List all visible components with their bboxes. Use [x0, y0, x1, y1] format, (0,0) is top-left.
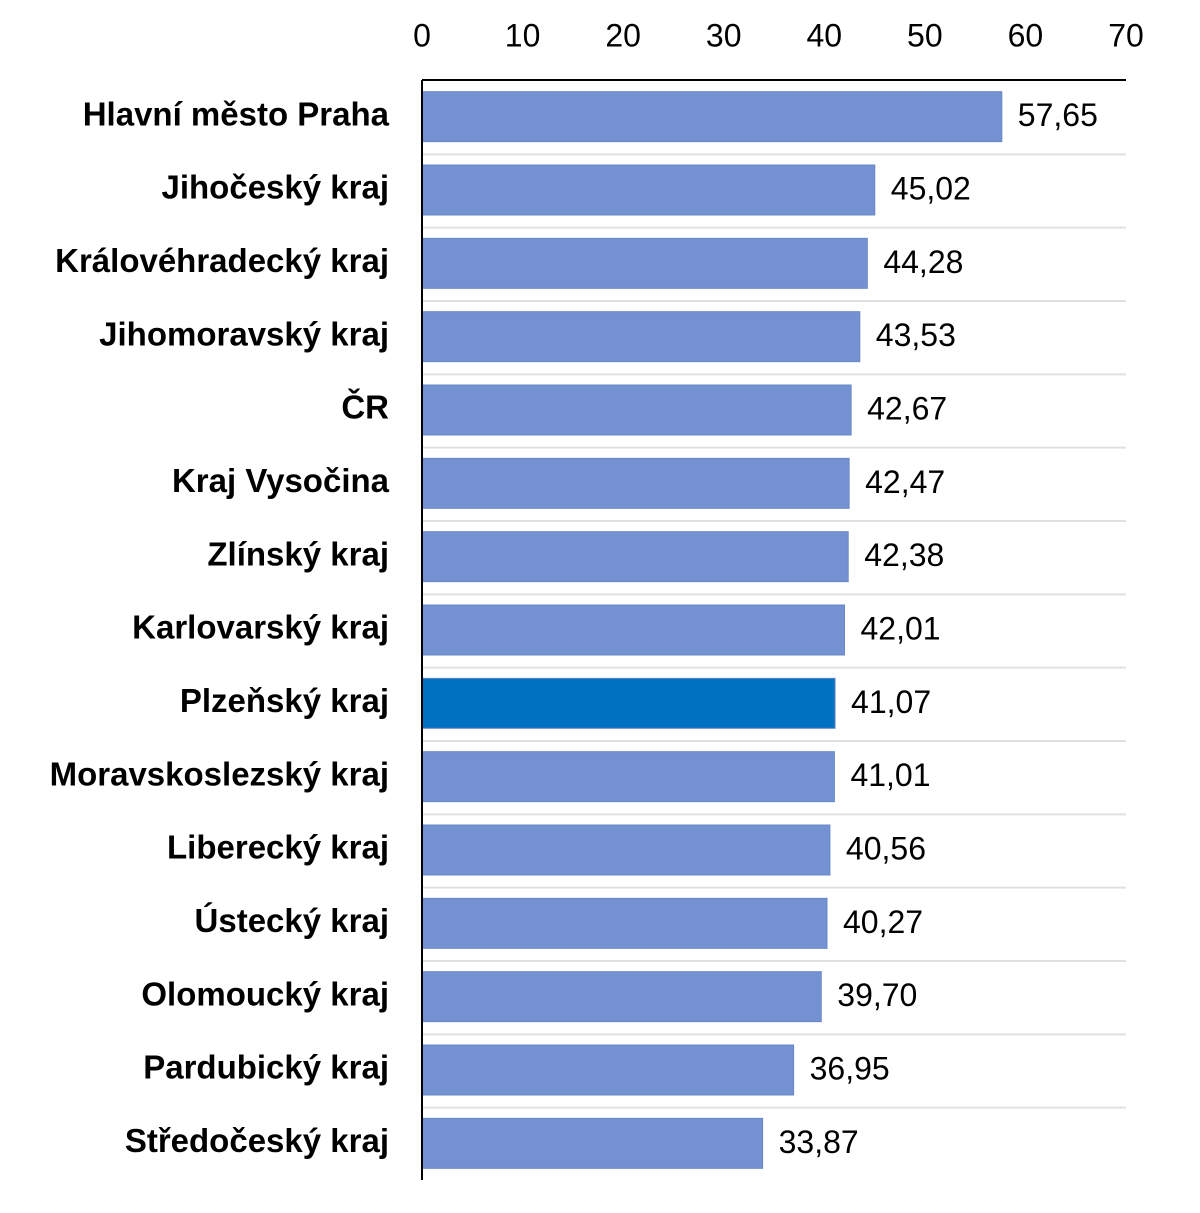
- bar: [421, 237, 868, 289]
- category-label: Hlavní město Praha: [83, 95, 390, 132]
- category-label: Liberecký kraj: [167, 829, 389, 866]
- value-label: 43,53: [876, 317, 956, 353]
- bar: [421, 824, 831, 876]
- bar: [421, 164, 876, 216]
- value-label: 45,02: [891, 170, 971, 206]
- bar: [421, 91, 1003, 143]
- value-label: 42,47: [865, 464, 945, 500]
- value-label: 42,38: [864, 537, 944, 573]
- category-label: Královéhradecký kraj: [55, 242, 389, 279]
- value-label: 40,27: [843, 904, 923, 940]
- value-label: 42,01: [861, 610, 941, 646]
- category-label: Olomoucký kraj: [141, 975, 389, 1012]
- value-label: 57,65: [1018, 97, 1098, 133]
- category-label: Středočeský kraj: [125, 1122, 389, 1159]
- category-label: Karlovarský kraj: [132, 609, 389, 646]
- x-tick-label: 30: [706, 17, 742, 53]
- category-label: Jihočeský kraj: [162, 169, 390, 206]
- bar: [421, 457, 850, 509]
- category-label: Jihomoravský kraj: [99, 315, 389, 352]
- value-label: 42,67: [867, 390, 947, 426]
- category-label: Pardubický kraj: [143, 1049, 389, 1086]
- x-tick-label: 40: [806, 17, 842, 53]
- bar: [421, 1117, 764, 1169]
- value-label: 41,07: [851, 684, 931, 720]
- value-label: 39,70: [837, 977, 917, 1013]
- bar: [421, 971, 822, 1023]
- value-label: 40,56: [846, 830, 926, 866]
- bar: [421, 897, 828, 949]
- category-label: Kraj Vysočina: [172, 462, 390, 499]
- category-label: Zlínský kraj: [207, 535, 389, 572]
- value-label: 44,28: [883, 244, 963, 280]
- x-tick-label: 60: [1008, 17, 1044, 53]
- category-label: ČR: [341, 388, 389, 426]
- bar: [421, 677, 836, 729]
- x-tick-label: 0: [413, 17, 431, 53]
- bar: [421, 311, 861, 363]
- category-label: Plzeňský kraj: [180, 682, 389, 719]
- x-tick-label: 70: [1108, 17, 1144, 53]
- x-tick-label: 20: [605, 17, 641, 53]
- x-tick-label: 10: [505, 17, 541, 53]
- value-label: 36,95: [810, 1050, 890, 1086]
- category-label: Ústecký kraj: [195, 902, 389, 939]
- bar: [421, 604, 846, 656]
- value-label: 33,87: [779, 1124, 859, 1160]
- bar: [421, 751, 835, 803]
- x-tick-label: 50: [907, 17, 943, 53]
- bar: [421, 384, 852, 436]
- bar: [421, 1044, 795, 1096]
- bar: [421, 531, 849, 583]
- category-label: Moravskoslezský kraj: [50, 755, 389, 792]
- value-label: 41,01: [850, 757, 930, 793]
